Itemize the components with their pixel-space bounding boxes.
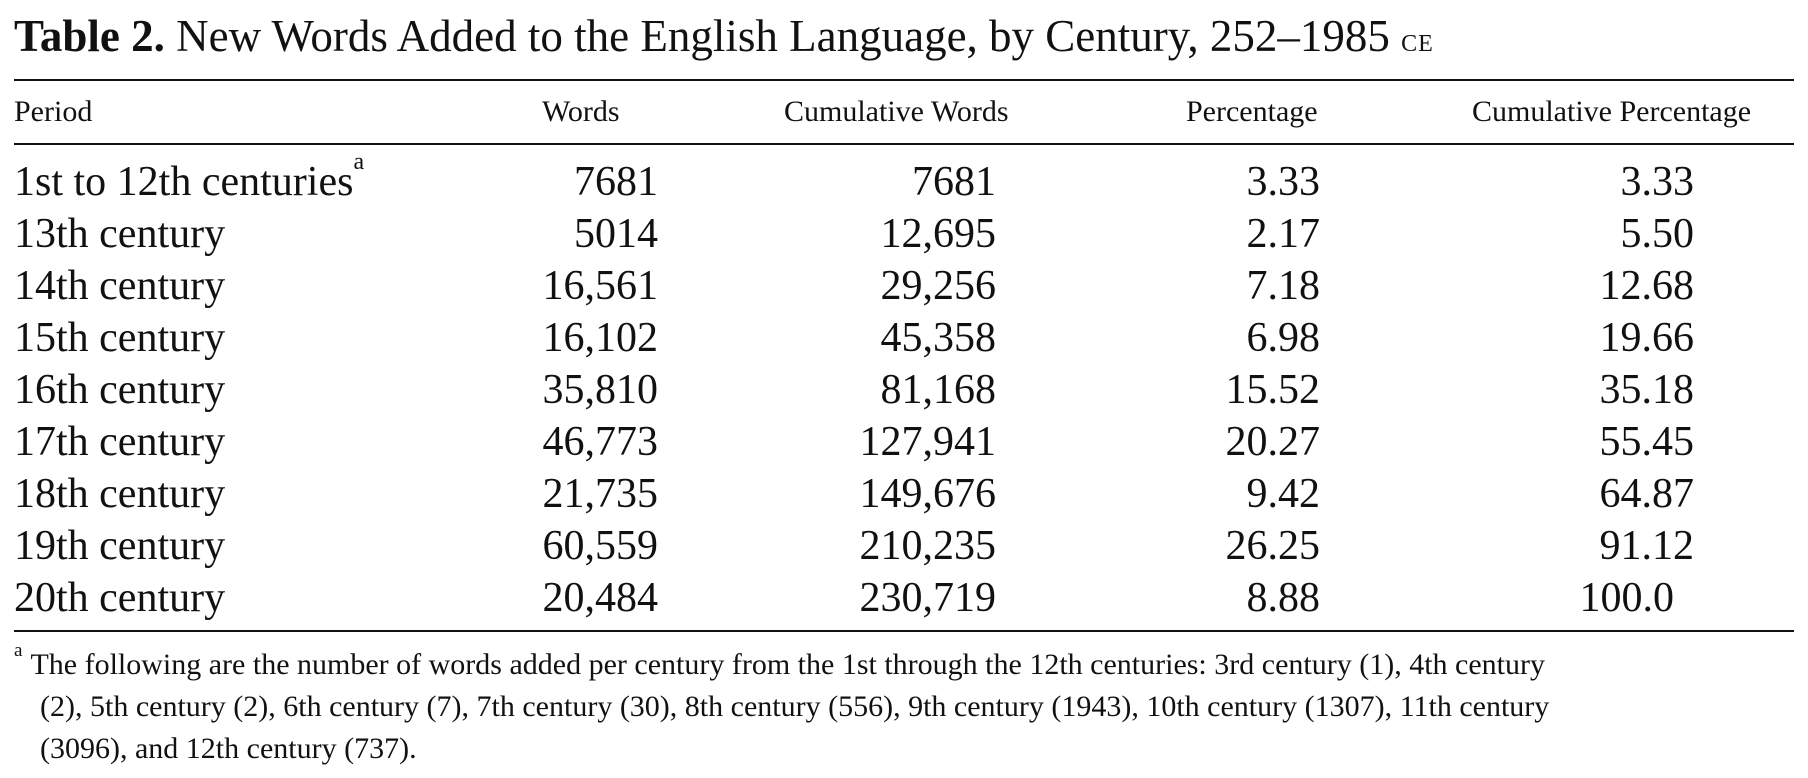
cell-cumulative-words: 12,695 [880,211,997,257]
cell-cumulative-percentage: 35.18 [1599,367,1695,413]
cell-cumulative-words: 230,719 [859,575,997,621]
cell-cumulative-percentage: 5.50 [1620,211,1695,257]
cell-cumulative-words: 45,358 [880,315,997,361]
cell-period: 16th century [14,367,226,413]
cell-percentage: 26.25 [1225,523,1321,569]
cell-percentage: 7.18 [1246,263,1321,309]
header-rule [14,143,1794,145]
cell-cumulative-words: 127,941 [859,419,997,465]
cell-words: 46,773 [542,419,659,465]
cell-cumulative-percentage: 19.66 [1599,315,1695,361]
table-row: 18th century 21,735 149,676 9.42 64.87 [14,468,1794,520]
cell-period: 14th century [14,263,226,309]
cell-period: 20th century [14,575,226,621]
footnote-line: (2), 5th century (2), 6th century (7), 7… [40,690,1550,723]
cell-period: 19th century [14,523,226,569]
cell-words: 21,735 [542,471,659,517]
cell-percentage: 6.98 [1246,315,1321,361]
cell-words: 20,484 [542,575,659,621]
cell-cumulative-words: 81,168 [880,367,997,413]
cell-period-text: 1st to 12th centuries [14,159,354,205]
table-body: 1st to 12th centuriesa 7681 7681 3.33 3.… [14,150,1794,624]
table-row: 1st to 12th centuriesa 7681 7681 3.33 3.… [14,150,1794,208]
cell-cumulative-percentage: 55.45 [1599,419,1695,465]
table-row: 14th century 16,561 29,256 7.18 12.68 [14,260,1794,312]
cell-cumulative-words: 149,676 [859,471,997,517]
cell-period: 1st to 12th centuriesa [14,150,364,208]
table-row: 19th century 60,559 210,235 26.25 91.12 [14,520,1794,572]
cell-cumulative-words: 210,235 [859,523,997,569]
table-row: 13th century 5014 12,695 2.17 5.50 [14,208,1794,260]
cell-cumulative-percentage: 91.12 [1599,523,1695,569]
cell-percentage: 9.42 [1246,471,1321,517]
cell-words: 16,102 [542,315,659,361]
cell-percentage: 20.27 [1225,419,1321,465]
cell-words: 35,810 [542,367,659,413]
cell-cumulative-percentage: 12.68 [1599,263,1695,309]
table-row: 17th century 46,773 127,941 20.27 55.45 [14,416,1794,468]
table-footnote: a The following are the number of words a… [14,641,1794,770]
table-caption: Table 2. New Words Added to the English … [14,8,1434,69]
cell-cumulative-percentage: 100.0 [1579,575,1675,621]
column-header-words: Words [542,95,620,128]
footnote-line: (3096), and 12th century (737). [40,732,417,765]
table-row: 15th century 16,102 45,358 6.98 19.66 [14,312,1794,364]
cell-cumulative-words: 29,256 [880,263,997,309]
table-caption-label: Table 2. [14,11,165,61]
cell-words: 60,559 [542,523,659,569]
cell-cumulative-percentage: 3.33 [1620,159,1695,205]
cell-cumulative-percentage: 64.87 [1599,471,1695,517]
footnote-marker: a [353,149,365,175]
cell-percentage: 3.33 [1246,159,1321,205]
cell-percentage: 8.88 [1246,575,1321,621]
cell-words: 7681 [574,159,658,205]
cell-period: 13th century [14,211,226,257]
table-caption-era: CE [1401,22,1434,59]
column-header-cumulative-words: Cumulative Words [784,95,1009,128]
cell-period: 15th century [14,315,226,361]
footnote-line: a The following are the number of words a… [14,641,1794,686]
cell-period: 18th century [14,471,226,517]
column-header-percentage: Percentage [1186,95,1318,128]
cell-period: 17th century [14,419,226,465]
column-header-period: Period [14,95,93,128]
table-caption-title: New Words Added to the English Language,… [176,11,1390,61]
cell-percentage: 15.52 [1225,367,1321,413]
cell-words: 5014 [574,211,658,257]
cell-percentage: 2.17 [1246,211,1321,257]
footnote-text: The following are the number of words ad… [30,648,1545,681]
column-header-cumulative-percentage: Cumulative Percentage [1472,95,1752,128]
table-row: 16th century 35,810 81,168 15.52 35.18 [14,364,1794,416]
cell-cumulative-words: 7681 [912,159,996,205]
bottom-rule [14,630,1794,632]
cell-words: 16,561 [542,263,659,309]
top-rule [14,79,1794,81]
footnote-mark: a [14,640,23,661]
table-row: 20th century 20,484 230,719 8.88 100.0 [14,572,1794,624]
